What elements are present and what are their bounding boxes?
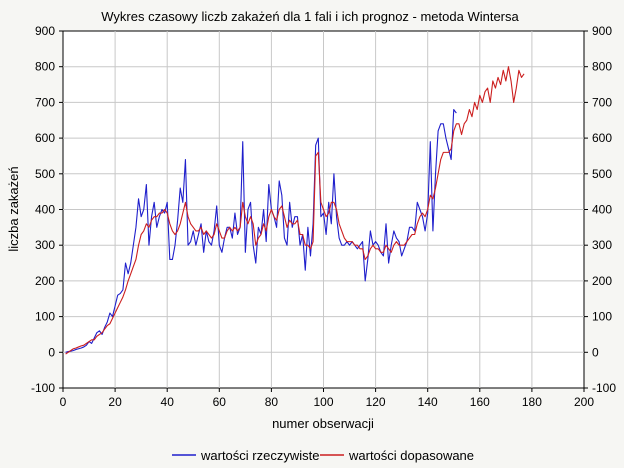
y-tick-label-right: 100 — [592, 310, 612, 324]
y-tick-label-left: 700 — [35, 95, 55, 109]
x-tick-label: 20 — [108, 395, 122, 409]
y-axis-label: liczba zakażeń — [6, 166, 21, 251]
y-tick-label-left: 400 — [35, 203, 55, 217]
y-tick-label-right: 500 — [592, 167, 612, 181]
y-tick-label-right: -100 — [592, 381, 616, 395]
y-tick-label-right: 900 — [592, 24, 612, 38]
x-tick-label: 40 — [161, 395, 175, 409]
x-axis-label: numer obserwacji — [272, 416, 374, 431]
y-tick-label-right: 700 — [592, 95, 612, 109]
x-tick-label: 140 — [418, 395, 438, 409]
x-axis: 0 20 40 60 80 100 120 140 160 180 200 — [60, 388, 594, 409]
y-tick-label-left: 300 — [35, 238, 55, 252]
legend-label-actual: wartości rzeczywiste — [200, 448, 319, 463]
series-line-fitted — [65, 66, 525, 355]
y-axis-left: -100 0 100 200 300 400 500 600 700 800 900 — [31, 24, 63, 395]
x-tick-label: 100 — [313, 395, 333, 409]
y-tick-label-left: -100 — [31, 381, 55, 395]
y-tick-label-left: 600 — [35, 131, 55, 145]
y-tick-label-left: 800 — [35, 60, 55, 74]
x-tick-label: 160 — [470, 395, 490, 409]
y-tick-label-right: 600 — [592, 131, 612, 145]
y-tick-label-right: 800 — [592, 60, 612, 74]
x-tick-label: 60 — [213, 395, 227, 409]
x-tick-label: 200 — [574, 395, 594, 409]
x-tick-label: 180 — [522, 395, 542, 409]
series-layer — [65, 66, 525, 355]
y-axis-right: -100 0 100 200 300 400 500 600 700 800 900 — [584, 24, 616, 395]
y-tick-label-left: 200 — [35, 274, 55, 288]
legend: wartości rzeczywiste wartości dopasowane — [172, 448, 474, 463]
y-tick-label-right: 200 — [592, 274, 612, 288]
y-tick-label-left: 100 — [35, 310, 55, 324]
y-tick-label-left: 900 — [35, 24, 55, 38]
chart-title: Wykres czasowy liczb zakażeń dla 1 fali … — [101, 9, 519, 24]
y-tick-label-right: 300 — [592, 238, 612, 252]
x-tick-label: 80 — [265, 395, 279, 409]
x-tick-label: 0 — [60, 395, 67, 409]
x-tick-label: 120 — [366, 395, 386, 409]
y-tick-label-right: 400 — [592, 203, 612, 217]
y-tick-label-left: 500 — [35, 167, 55, 181]
y-tick-label-left: 0 — [48, 345, 55, 359]
legend-label-fitted: wartości dopasowane — [348, 448, 474, 463]
y-tick-label-right: 0 — [592, 345, 599, 359]
